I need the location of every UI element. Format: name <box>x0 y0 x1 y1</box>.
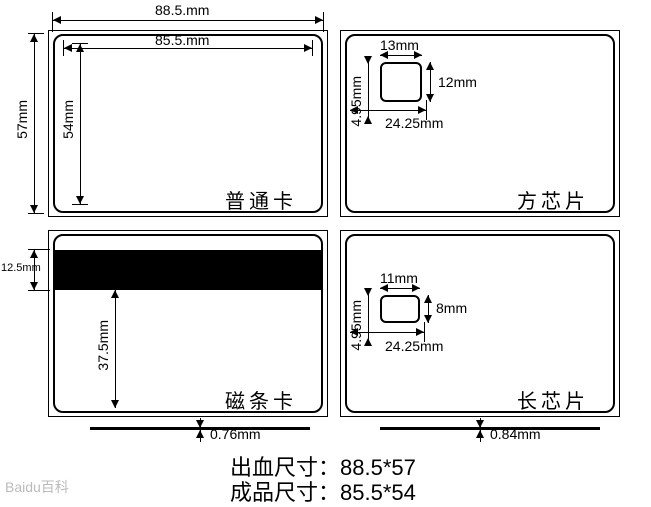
rc-chip-h: 8mm <box>436 300 467 316</box>
arrow <box>64 44 72 52</box>
square-chip <box>380 62 422 102</box>
outer-w-label: 88.5.mm <box>155 2 209 18</box>
stripe-bottom: 37.5mm <box>95 320 111 371</box>
thick-normal: 0.76mm <box>210 426 261 442</box>
sq-chip-h: 12mm <box>438 74 477 90</box>
arrow <box>111 290 119 298</box>
tick <box>63 40 64 56</box>
inner-h-label: 54mm <box>60 100 76 139</box>
arrow <box>304 44 312 52</box>
arrow <box>364 288 372 296</box>
arrow <box>426 94 434 102</box>
arrow <box>30 282 38 290</box>
arrow <box>424 315 432 323</box>
card4-label: 长芯片 <box>517 385 589 414</box>
arrow <box>30 205 38 213</box>
arrow <box>196 420 204 428</box>
outer-h-label: 57mm <box>14 100 30 139</box>
dim-line <box>64 48 312 49</box>
rc-chip-w: 11mm <box>380 270 418 286</box>
arrow <box>315 16 323 24</box>
tick <box>52 12 53 32</box>
sq-chip-bw: 4.95mm <box>348 76 364 127</box>
rect-chip <box>380 295 420 323</box>
watermark: Baidu百科 <box>5 477 69 497</box>
tick <box>28 290 50 291</box>
final-label: 成品尺寸： <box>230 480 340 505</box>
dim-line <box>115 290 116 408</box>
dim-line <box>80 44 81 204</box>
arrow <box>76 196 84 204</box>
arrow <box>364 56 372 64</box>
arrow <box>53 16 61 24</box>
arrow <box>30 34 38 42</box>
arrow <box>416 328 424 336</box>
tick <box>28 213 44 214</box>
arrow <box>426 62 434 70</box>
thick-chip: 0.84mm <box>490 426 541 442</box>
dim-line <box>368 292 369 342</box>
arrow <box>364 338 372 346</box>
mag-stripe <box>55 250 321 290</box>
tick <box>312 40 313 56</box>
dim-line <box>34 34 35 213</box>
tick <box>72 204 88 205</box>
sq-chip-w: 13mm <box>380 37 419 53</box>
arrow <box>30 250 38 258</box>
final-size: 成品尺寸：85.5*54 <box>230 475 416 507</box>
arrow <box>76 44 84 52</box>
arrow <box>476 420 484 428</box>
tick <box>323 12 324 32</box>
card2-label: 方芯片 <box>517 185 589 214</box>
arrow <box>476 430 484 438</box>
sq-chip-right: 24.25mm <box>385 115 443 131</box>
dim-line <box>53 20 323 21</box>
arrow <box>111 400 119 408</box>
inner-w-label: 85.5.mm <box>155 32 209 48</box>
rc-chip-right: 24.25mm <box>385 338 443 354</box>
arrow <box>364 116 372 124</box>
rc-chip-bw: 4.95mm <box>348 300 364 351</box>
arrow <box>196 430 204 438</box>
arrow <box>418 106 426 114</box>
card3-label: 磁条卡 <box>225 385 297 414</box>
dim-line <box>368 60 369 120</box>
card1-label: 普通卡 <box>225 185 297 214</box>
tick <box>72 43 88 44</box>
final-value: 85.5*54 <box>340 480 416 505</box>
tick <box>28 33 44 34</box>
arrow <box>424 295 432 303</box>
tick <box>28 249 50 250</box>
stripe-h: 12.5mm <box>1 262 41 274</box>
